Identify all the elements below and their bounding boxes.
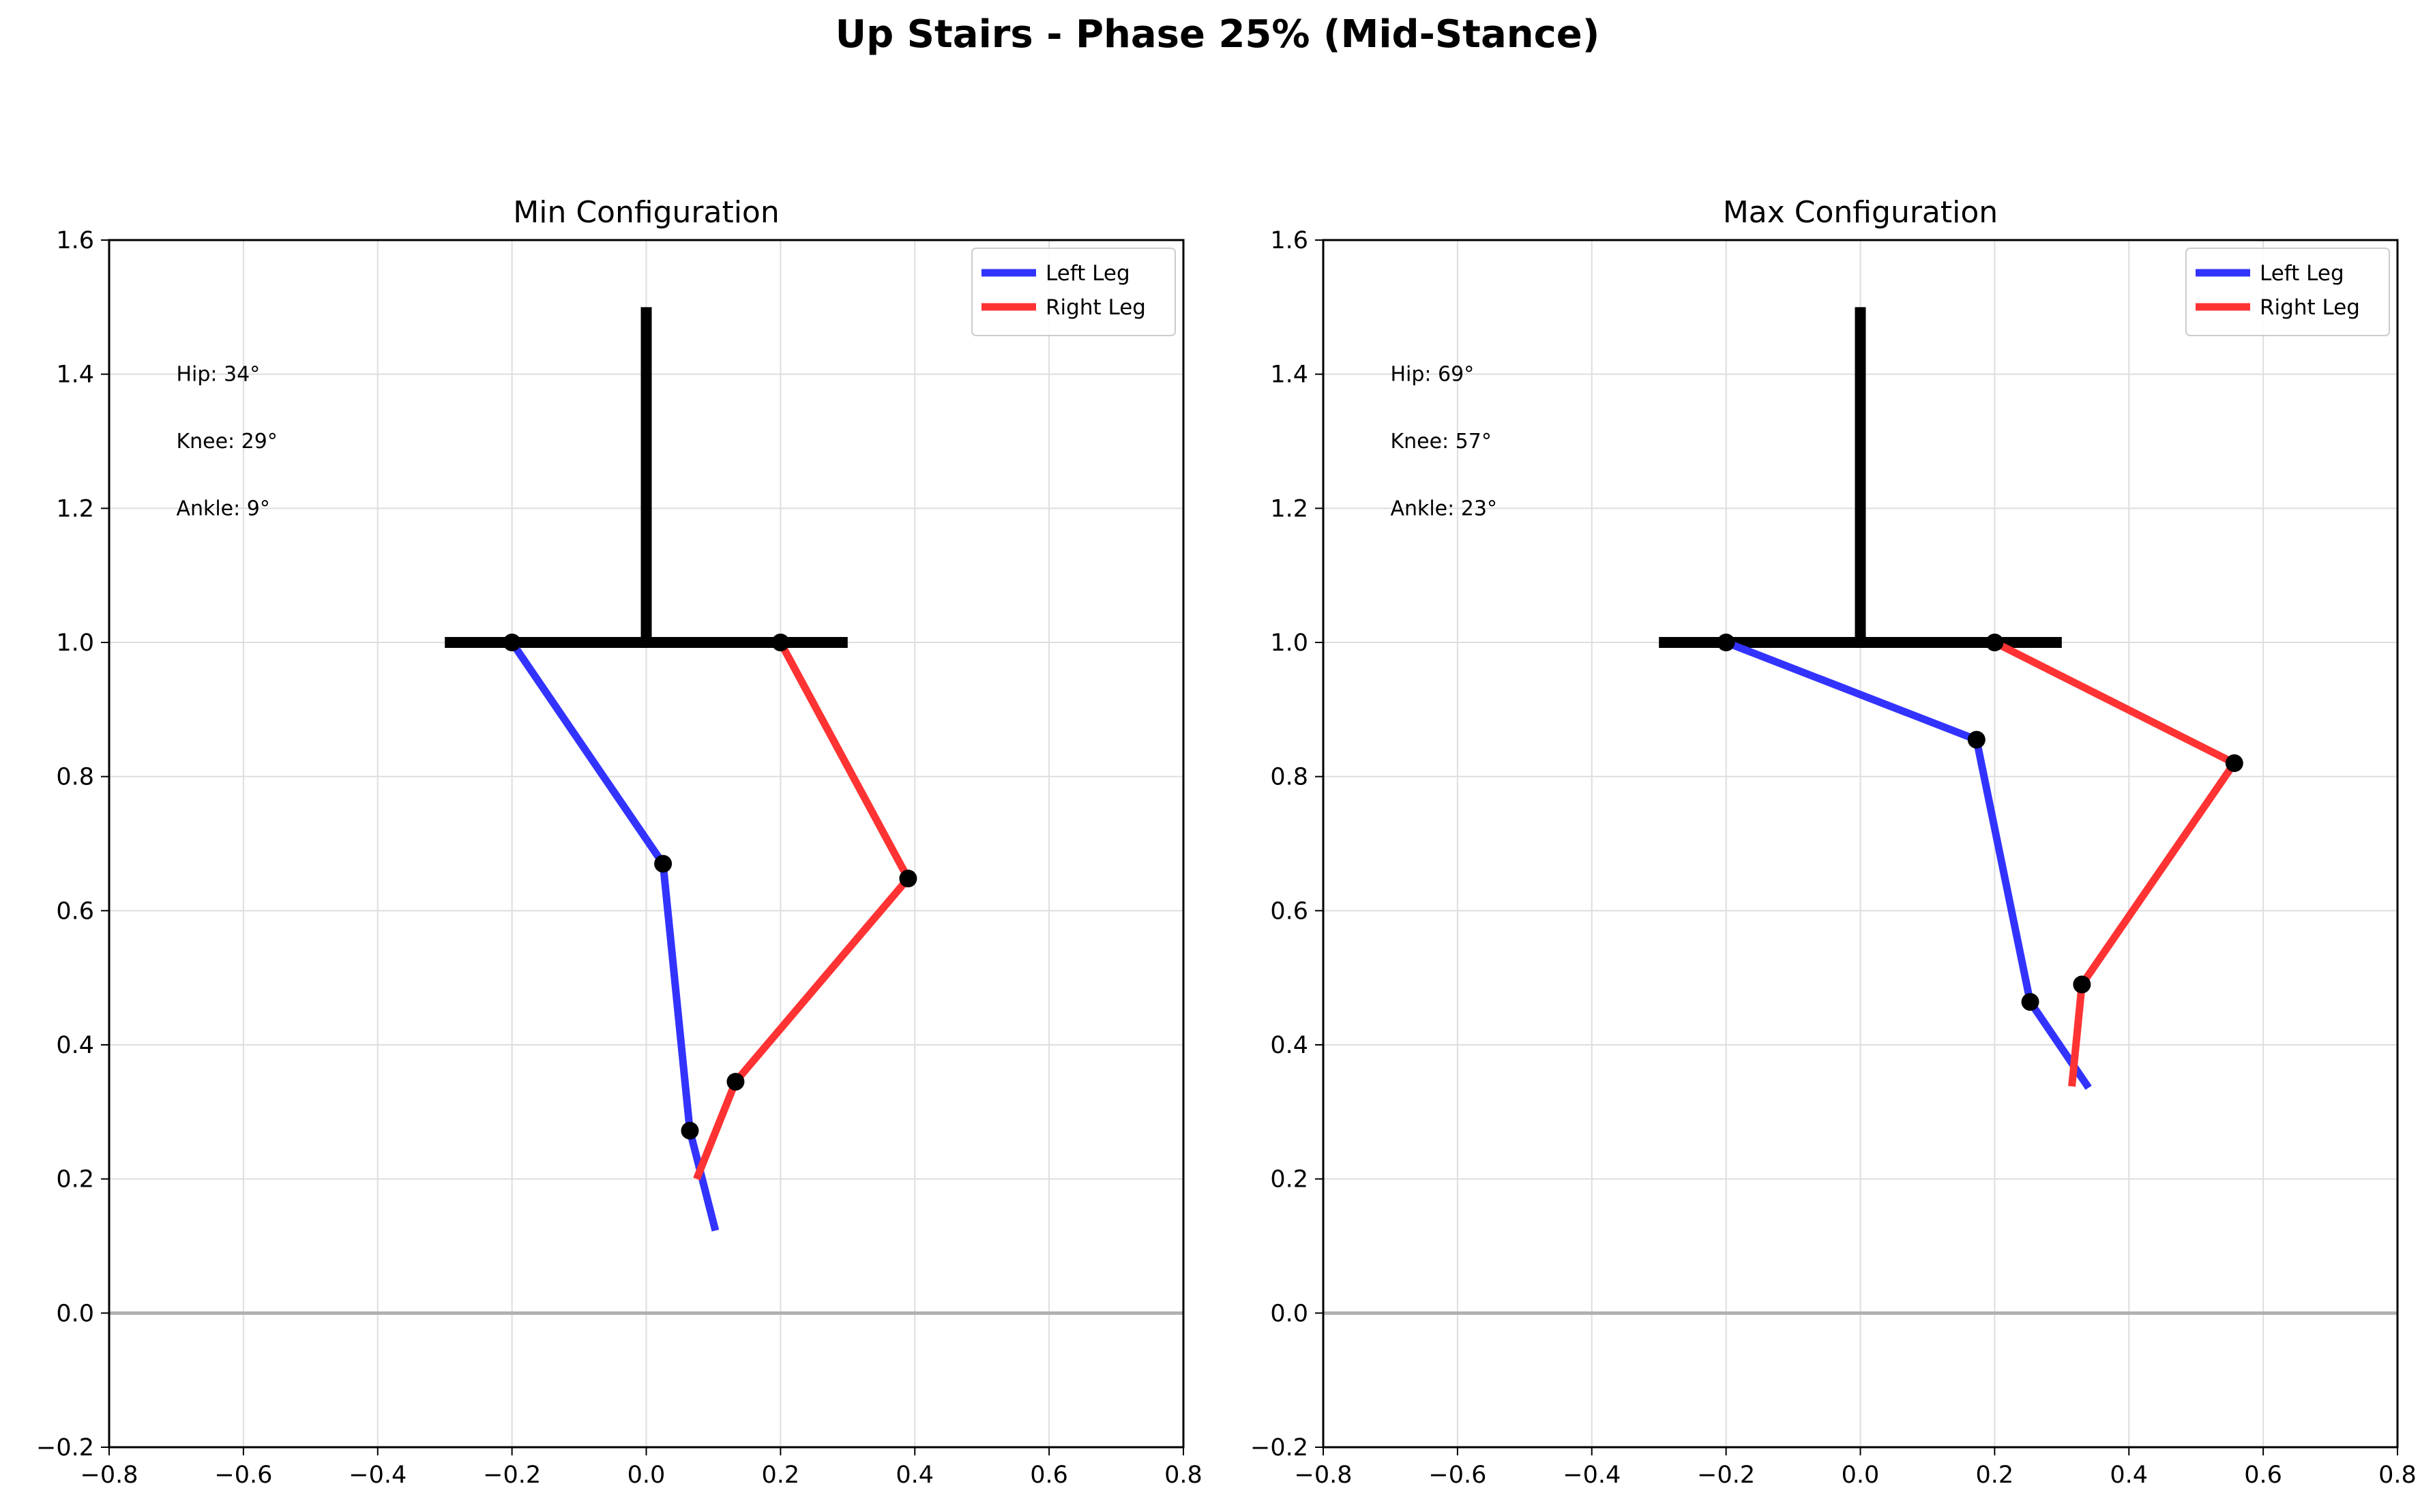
y-tick-label: 0.8: [1270, 764, 1308, 791]
angle-annotation: Hip: 69°: [1390, 363, 1474, 387]
x-tick-label: −0.6: [214, 1462, 272, 1489]
right-leg-joint-point: [1986, 634, 2004, 651]
x-tick-label: 0.4: [2110, 1462, 2148, 1489]
legend: Left Leg Right Leg: [2185, 248, 2390, 336]
x-tick-label: 0.4: [896, 1462, 934, 1489]
y-tick-label: 0.6: [56, 898, 94, 925]
y-tick-label: 0.4: [56, 1032, 94, 1059]
left-leg-series-line: [1724, 638, 2092, 1091]
x-tick-label: 0.2: [762, 1462, 800, 1489]
x-tick-label: 0.8: [2378, 1462, 2417, 1489]
x-tick-label: 0.6: [2244, 1462, 2282, 1489]
left-leg-joint-point: [681, 1121, 699, 1140]
right-leg-joint-point: [2073, 975, 2091, 994]
y-tick-label: 1.2: [56, 495, 94, 522]
y-tick-label: 0.8: [56, 764, 94, 791]
y-tick-label: 0.2: [56, 1166, 94, 1194]
subplot-title: Min Configuration: [513, 195, 779, 230]
x-tick-label: −0.8: [80, 1462, 138, 1489]
x-tick-label: 0.8: [1164, 1462, 1202, 1489]
left-leg-joint-point: [654, 855, 673, 873]
y-tick-label: 0.6: [1270, 898, 1308, 925]
x-tick-label: −0.4: [349, 1462, 407, 1489]
left-leg-joint-point: [1717, 634, 1735, 651]
y-tick-label: 0.0: [56, 1300, 94, 1327]
y-tick-label: 0.2: [1270, 1166, 1308, 1194]
x-tick-label: 0.6: [1030, 1462, 1068, 1489]
right-leg-joint-point: [899, 870, 917, 888]
y-tick-label: 0.4: [1270, 1032, 1308, 1059]
right-leg-series-line: [1992, 639, 2240, 1087]
subplot-min-configuration: −0.8 −0.6 −0.4 −0.2 0.0 0.2 0.4 0.6 0.8 −0.2 0.0 0.…: [36, 195, 1202, 1489]
angle-annotation: Knee: 29°: [176, 430, 277, 454]
left-leg-joint-point: [1967, 730, 1986, 749]
legend-label-right-leg: Right Leg: [2260, 295, 2360, 320]
y-tick-label: −0.2: [1250, 1434, 1308, 1462]
subplot-max-configuration: −0.8 −0.6 −0.4 −0.2 0.0 0.2 0.4 0.6 0.8 −0.2 0.0 0.…: [1250, 195, 2417, 1489]
x-tick-label: 0.0: [1842, 1462, 1880, 1489]
y-tick-label: 1.2: [1270, 495, 1308, 522]
axes-frame: [108, 239, 1185, 1449]
y-tick-label: 1.0: [56, 629, 94, 657]
x-tick-label: −0.8: [1295, 1462, 1353, 1489]
angle-annotation: Ankle: 9°: [176, 496, 269, 520]
angle-annotation: Ankle: 23°: [1390, 496, 1497, 520]
y-tick-label: 0.0: [1270, 1300, 1308, 1327]
x-tick-label: 0.0: [628, 1462, 666, 1489]
x-tick-label: −0.2: [483, 1462, 541, 1489]
figure-title: Up Stairs - Phase 25% (Mid-Stance): [835, 12, 1600, 57]
angle-annotation: Knee: 57°: [1390, 430, 1491, 454]
y-tick-label: 1.4: [56, 361, 94, 389]
x-tick-label: −0.4: [1563, 1462, 1621, 1489]
left-leg-joint-point: [2021, 993, 2039, 1011]
subplot-title: Max Configuration: [1723, 195, 1998, 230]
right-leg-joint-point: [726, 1073, 745, 1091]
legend: Left Leg Right Leg: [971, 248, 1176, 336]
y-tick-label: 1.0: [1270, 629, 1308, 657]
y-tick-label: 1.4: [1270, 361, 1308, 389]
left-leg-joint-point: [503, 634, 521, 651]
legend-label-left-leg: Left Leg: [1046, 261, 1130, 286]
left-leg-series-line: [509, 640, 720, 1232]
x-tick-label: 0.2: [1976, 1462, 2014, 1489]
right-leg-series-line: [693, 640, 913, 1181]
y-tick-label: 1.6: [56, 227, 94, 254]
right-leg-joint-point: [771, 634, 790, 651]
right-leg-joint-point: [2225, 754, 2243, 772]
y-tick-label: 1.6: [1270, 227, 1308, 254]
y-tick-label: −0.2: [36, 1434, 94, 1462]
axes-frame: [1322, 239, 2399, 1449]
x-tick-label: −0.2: [1697, 1462, 1755, 1489]
legend-label-left-leg: Left Leg: [2260, 261, 2344, 286]
angle-annotation: Hip: 34°: [176, 363, 260, 387]
x-tick-label: −0.6: [1428, 1462, 1486, 1489]
legend-label-right-leg: Right Leg: [1046, 295, 1146, 320]
